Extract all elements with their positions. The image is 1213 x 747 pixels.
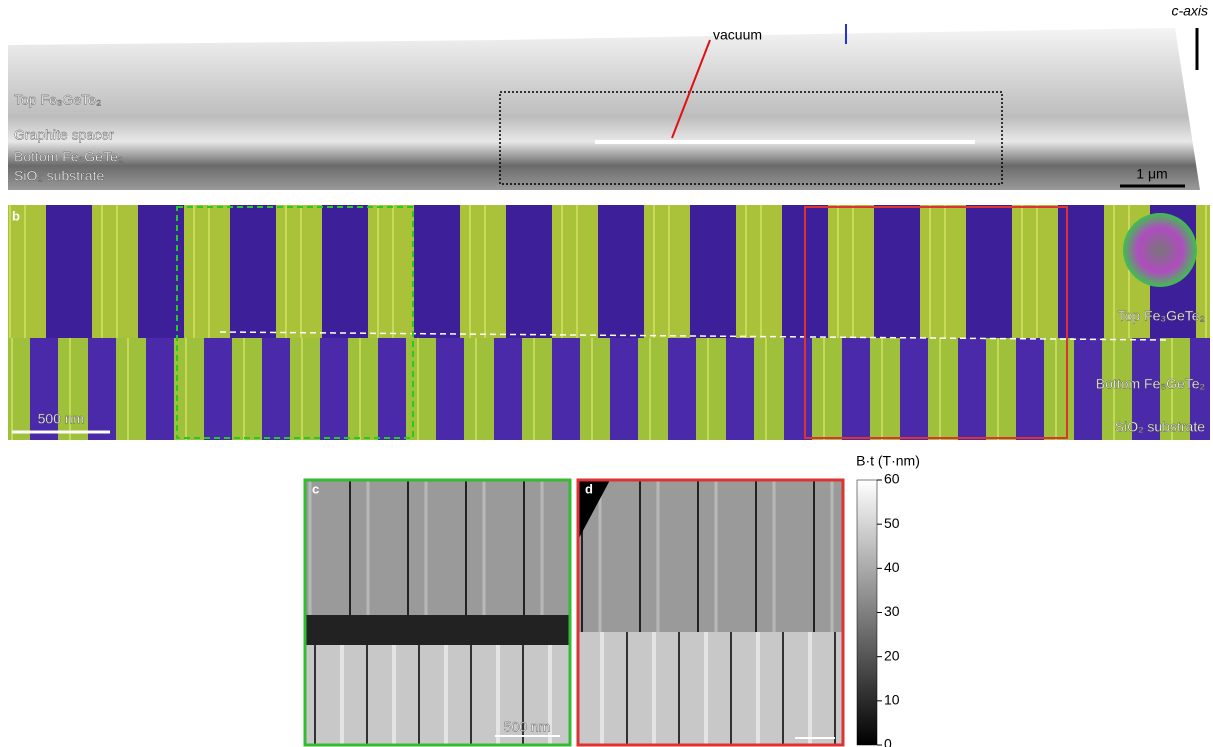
annotation: c-axis <box>1171 3 1208 19</box>
layer-label: SiO₂ substrate <box>1115 419 1205 435</box>
induction-map <box>8 205 1210 338</box>
induction-map <box>8 338 1210 440</box>
tick-label: 0 <box>884 736 892 747</box>
tick-label: 10 <box>884 692 900 708</box>
color-wheel <box>1123 213 1197 287</box>
panel-d: d <box>578 480 843 745</box>
phase-image <box>305 615 570 645</box>
panel-a: a vacuum c-axis Top Fe₃GeTe₂ Graphite sp… <box>8 3 1208 190</box>
panel-label: c <box>312 481 319 496</box>
tick-label: 20 <box>884 647 900 663</box>
panel-b: b Top Fe₃GeTe₂ Bottom Fe₃GeTe₂ SiO₂ subs… <box>8 205 1210 440</box>
panel-label: a <box>10 24 18 39</box>
tick-label: 60 <box>884 471 900 487</box>
tem-image <box>8 28 1200 190</box>
colorbar-title: B·t (T·nm) <box>856 453 920 469</box>
tick-label: 40 <box>884 559 900 575</box>
panel-label: b <box>12 208 20 223</box>
layer-label: Top Fe₃GeTe₂ <box>1118 308 1205 324</box>
phase-image <box>578 632 843 745</box>
annotation: vacuum <box>713 27 762 43</box>
tick-label: 50 <box>884 515 900 531</box>
panel-c: c 500 nm <box>305 480 570 745</box>
panel-label: d <box>585 481 593 496</box>
layer-label: Bottom Fe₃GeTe₂ <box>1096 376 1205 392</box>
phase-image <box>578 480 843 632</box>
scale-bar-label: 1 μm <box>1136 166 1167 182</box>
tick-label: 30 <box>884 603 900 619</box>
layer-label: Top Fe₃GeTe₂ <box>14 92 101 108</box>
layer-label: SiO₂ substrate <box>14 168 104 184</box>
phase-image <box>305 480 570 615</box>
layer-label: Graphite spacer <box>14 127 114 143</box>
layer-label: Bottom Fe₃GeTe₂ <box>14 149 123 165</box>
figure: a vacuum c-axis Top Fe₃GeTe₂ Graphite sp… <box>0 0 1213 747</box>
colorbar-gradient <box>857 480 877 745</box>
scale-bar-label: 500 nm <box>504 719 551 735</box>
colorbar: B·t (T·nm) 0 10 20 30 40 50 60 <box>856 453 920 747</box>
scale-bar-label: 500 nm <box>38 411 85 427</box>
